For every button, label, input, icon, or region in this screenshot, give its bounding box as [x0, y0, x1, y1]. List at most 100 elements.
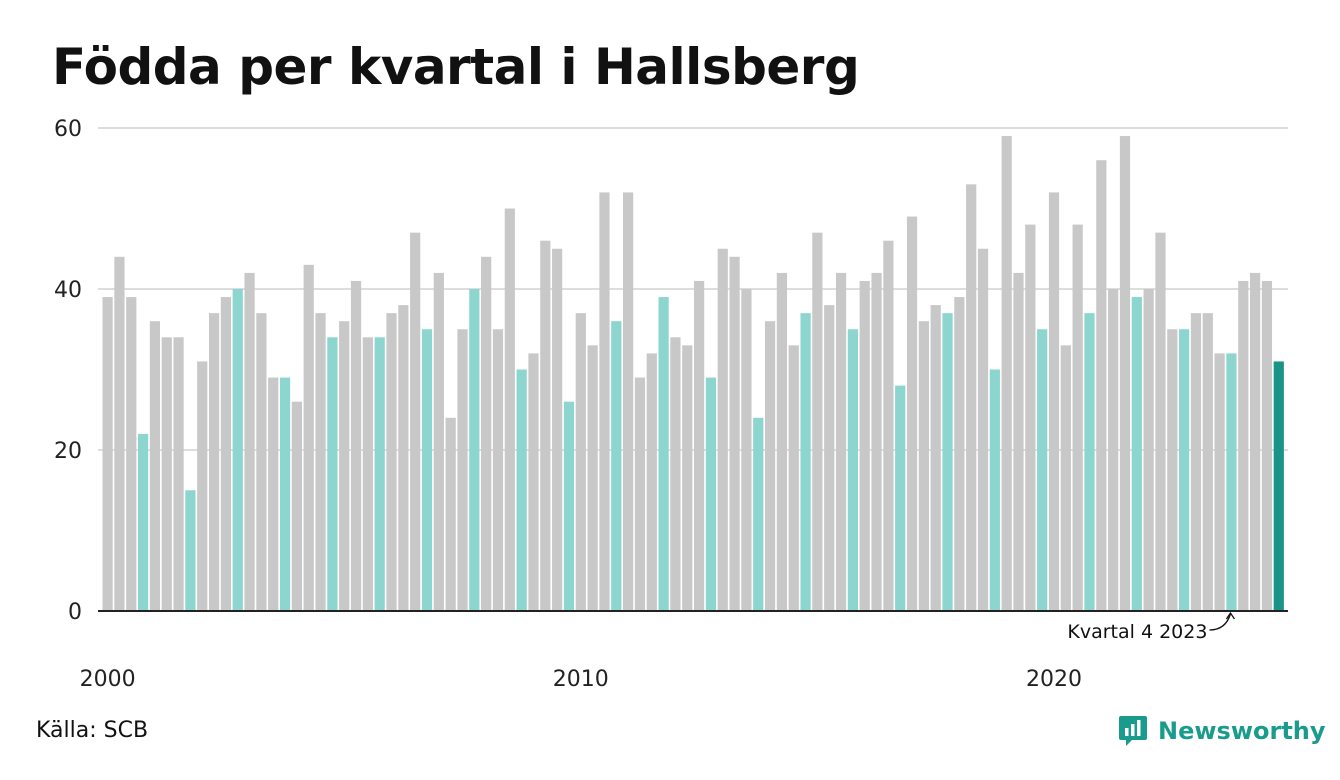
bar-2000-q1 — [102, 297, 113, 611]
bar-2003-q2 — [256, 313, 267, 611]
bar-2012-q3 — [694, 280, 705, 611]
bar-2010-q1 — [575, 313, 586, 611]
bar-2001-q3 — [173, 337, 184, 611]
bar-2017-q4 — [942, 313, 953, 611]
bar-2006-q4 — [421, 329, 433, 611]
bar-2001-q4 — [185, 490, 196, 611]
bar-2012-q1 — [670, 337, 681, 611]
bar-2013-q3 — [741, 289, 752, 611]
bar-2015-q4 — [847, 329, 858, 611]
x-tick-labels: 2000 2010 2020 — [80, 667, 1082, 692]
bar-2008-q3 — [504, 208, 515, 611]
bar-2020-q1 — [1048, 192, 1060, 611]
bar-2016-q4 — [895, 385, 906, 611]
bar-2002-q3 — [220, 297, 231, 611]
bar-2023-q4 — [1226, 353, 1237, 611]
bar-2024-q4 — [1273, 361, 1284, 611]
bar-2008-q1 — [481, 256, 492, 611]
bar-2007-q2 — [445, 417, 456, 611]
x-tick-label: 2000 — [80, 667, 136, 692]
x-tick-label: 2020 — [1026, 667, 1082, 692]
bar-2015-q2 — [824, 305, 835, 611]
bars — [102, 136, 1284, 612]
bar-2007-q1 — [433, 272, 444, 611]
bar-2009-q4 — [563, 401, 575, 611]
bar-2008-q4 — [516, 369, 527, 611]
annotation: Kvartal 4 2023 — [1067, 611, 1235, 643]
bar-2003-q1 — [244, 272, 255, 611]
bar-2009-q2 — [540, 240, 551, 611]
bar-2018-q4 — [989, 369, 1000, 611]
bar-2009-q3 — [552, 248, 563, 611]
bar-2011-q3 — [646, 353, 657, 611]
y-tick-label: 60 — [54, 117, 82, 142]
bar-2017-q2 — [918, 321, 929, 611]
y-tick-label: 40 — [54, 278, 82, 303]
bar-2012-q2 — [682, 345, 693, 611]
bar-2024-q1 — [1238, 280, 1249, 611]
bar-2013-q2 — [729, 256, 740, 611]
chart-title: Födda per kvartal i Hallsberg — [52, 38, 860, 96]
bar-2024-q3 — [1261, 280, 1273, 611]
bar-2020-q4 — [1084, 313, 1095, 611]
bar-2006-q3 — [410, 232, 421, 611]
bar-2021-q2 — [1108, 289, 1119, 611]
bar-2000-q2 — [114, 256, 125, 611]
bar-2012-q4 — [705, 377, 717, 611]
bar-2001-q2 — [161, 337, 172, 611]
bar-2002-q4 — [232, 289, 243, 611]
bar-2005-q2 — [350, 280, 362, 611]
bar-2008-q2 — [492, 329, 504, 611]
bar-2020-q2 — [1060, 345, 1071, 611]
bar-2016-q3 — [883, 240, 894, 611]
bar-2023-q1 — [1190, 313, 1202, 611]
y-tick-label: 20 — [54, 439, 82, 464]
bar-2002-q2 — [208, 313, 220, 611]
bar-2013-q4 — [753, 417, 764, 611]
x-tick-label: 2010 — [553, 667, 609, 692]
annotation-arrow — [1209, 613, 1232, 631]
bar-2011-q4 — [658, 297, 669, 611]
bar-2004-q2 — [303, 264, 314, 611]
source-label: Källa: SCB — [36, 718, 149, 743]
bar-2004-q1 — [291, 401, 302, 611]
bar-2014-q2 — [776, 272, 788, 611]
bar-2017-q1 — [906, 216, 918, 612]
bar-2022-q3 — [1167, 329, 1178, 611]
bar-2015-q3 — [835, 272, 847, 611]
bar-2014-q3 — [788, 345, 799, 611]
bar-2005-q4 — [374, 337, 385, 611]
bar-2005-q3 — [362, 337, 373, 611]
bar-2006-q1 — [386, 313, 397, 611]
bar-2019-q3 — [1025, 224, 1036, 611]
bar-2003-q4 — [279, 377, 291, 611]
bar-2004-q4 — [327, 337, 338, 611]
annotation-arrowhead — [1225, 611, 1235, 620]
bar-2018-q1 — [954, 297, 965, 611]
bar-2021-q1 — [1096, 160, 1107, 611]
bar-2013-q1 — [717, 248, 728, 611]
bar-2019-q2 — [1013, 272, 1024, 611]
bar-2019-q1 — [1001, 136, 1012, 612]
bar-2007-q4 — [469, 289, 480, 611]
bar-2022-q1 — [1143, 289, 1154, 611]
bar-2018-q2 — [966, 184, 977, 611]
bar-2016-q2 — [871, 272, 882, 611]
bar-2011-q1 — [623, 192, 634, 611]
bar-2010-q3 — [599, 192, 610, 611]
bar-2022-q4 — [1179, 329, 1190, 611]
bar-2017-q3 — [930, 305, 941, 611]
bar-2014-q1 — [764, 321, 776, 611]
bar-2007-q3 — [457, 329, 468, 611]
bar-2000-q3 — [126, 297, 137, 611]
bar-2001-q1 — [149, 321, 161, 611]
bar-2021-q3 — [1119, 136, 1131, 612]
newsworthy-logo-icon — [1119, 716, 1147, 746]
bar-2022-q2 — [1155, 232, 1166, 611]
bar-2004-q3 — [315, 313, 326, 611]
bar-2010-q4 — [611, 321, 622, 611]
bar-2009-q1 — [528, 353, 539, 611]
y-tick-labels: 0 20 40 60 — [54, 117, 82, 625]
bar-2011-q2 — [634, 377, 646, 611]
bar-2019-q4 — [1037, 329, 1048, 611]
